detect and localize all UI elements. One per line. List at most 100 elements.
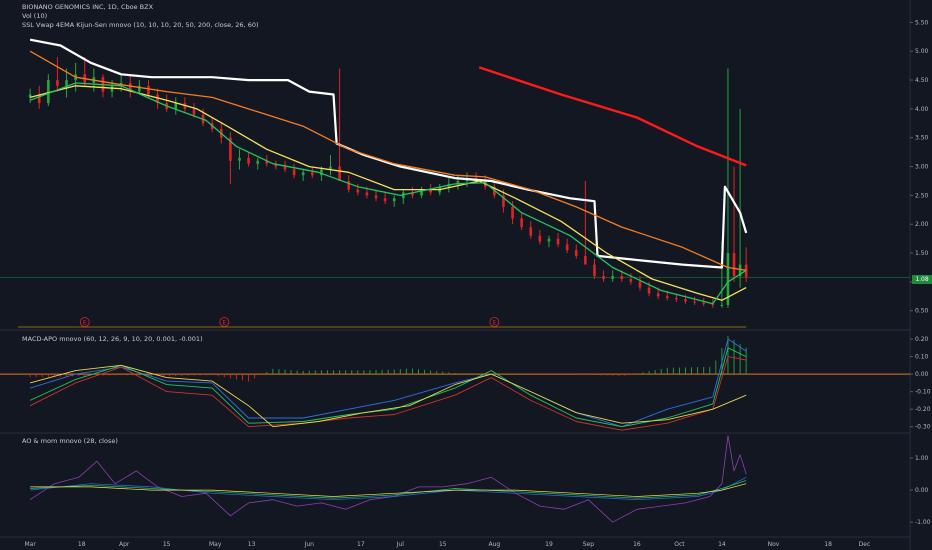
- price-candle: [720, 304, 724, 306]
- price-candle: [529, 227, 533, 236]
- price-axis-tick-label: 5.00: [915, 48, 929, 55]
- price-candle: [732, 253, 736, 277]
- price-axis-tick-label: 3.50: [915, 135, 929, 142]
- price-candle: [256, 160, 259, 164]
- price-candle: [602, 276, 605, 279]
- price-candle: [656, 293, 660, 297]
- macd-axis-tick-label: -0.20: [915, 406, 931, 413]
- macd-axis-tick-label: 0.00: [915, 371, 929, 378]
- earnings-marker: [219, 317, 230, 327]
- price-candle: [684, 299, 687, 302]
- macd-axis-tick-label: 0.10: [915, 354, 929, 361]
- price-axis-tick-label: 2.50: [915, 192, 929, 199]
- x-tick-label: 18: [78, 541, 86, 548]
- last-price-tag: 1.08: [912, 275, 932, 284]
- price-candle: [28, 94, 32, 98]
- price-candle: [156, 94, 159, 104]
- price-candle: [702, 302, 705, 304]
- price-candle: [611, 276, 614, 279]
- price-candle: [47, 80, 50, 104]
- grid-layer: [0, 0, 911, 550]
- price-candle: [56, 80, 59, 86]
- price-candle: [547, 238, 551, 242]
- ao-series-ao1: [30, 476, 747, 501]
- ao-title: AO & mom mnovo (28, close): [22, 437, 118, 445]
- ao-series-ao3: [30, 483, 747, 497]
- x-tick-label: Oct: [674, 541, 685, 548]
- price-candle: [456, 180, 460, 184]
- price-candle: [565, 244, 569, 251]
- price-candle: [675, 298, 678, 300]
- earnings-marker-label: E: [83, 320, 87, 327]
- price-candle: [138, 85, 141, 92]
- price-candle: [392, 198, 396, 202]
- price-candle: [620, 276, 624, 279]
- price-candle: [338, 166, 341, 181]
- price-candle: [738, 264, 742, 277]
- x-tick-label: 13: [248, 541, 256, 548]
- price-candle: [174, 103, 178, 109]
- price-candle: [520, 218, 523, 228]
- price-candle: [265, 160, 269, 164]
- price-candle: [320, 169, 323, 176]
- x-tick-label: 15: [163, 541, 171, 548]
- price-axis-tick-label: 3.00: [915, 164, 929, 171]
- ao-axis-tick-label: -1.00: [915, 519, 931, 526]
- price-candle: [584, 255, 587, 265]
- ao-pane[interactable]: [29, 435, 747, 523]
- price-candle: [229, 137, 232, 161]
- x-tick-label: 14: [718, 541, 726, 548]
- price-candle: [629, 278, 633, 282]
- price-candle: [192, 108, 196, 115]
- price-candle: [292, 169, 296, 176]
- price-candle: [638, 281, 642, 288]
- price-candle: [693, 301, 696, 303]
- price-candle: [347, 180, 351, 190]
- price-candle: [556, 238, 560, 245]
- macd-series-red: [29, 356, 747, 431]
- price-candle: [429, 189, 432, 193]
- x-tick-label: 15: [439, 541, 447, 548]
- earnings-marker-label: E: [222, 320, 226, 327]
- macd-pane[interactable]: [0, 335, 910, 431]
- x-tick-label: Sep: [583, 541, 595, 548]
- x-tick-label: 17: [357, 541, 365, 548]
- price-series-ema20: [29, 85, 747, 301]
- earnings-marker-label: E: [492, 320, 496, 327]
- price-candle: [274, 163, 278, 167]
- price-candle: [247, 157, 250, 164]
- price-candle: [420, 189, 423, 196]
- x-tick-label: 19: [545, 541, 553, 548]
- price-candle: [238, 157, 241, 161]
- x-tick-label: Dec: [859, 541, 871, 548]
- price-candle: [511, 206, 514, 219]
- overlay-label: SSL Vwap 4EMA Kijun-Sen mnovo (10, 10, 1…: [22, 21, 259, 29]
- volume-label: Vol (10): [22, 12, 48, 20]
- macd-series-signal: [29, 364, 747, 428]
- x-tick-label: Jun: [304, 541, 315, 548]
- price-axis-tick-label: 1.50: [915, 250, 929, 257]
- x-tick-label: 18: [824, 541, 832, 548]
- x-tick-label: Apr: [119, 541, 130, 548]
- x-tick-label: 16: [633, 541, 641, 548]
- price-candle: [128, 82, 132, 92]
- price-series-ema50: [29, 50, 747, 271]
- price-candle: [647, 287, 651, 294]
- price-axis-tick-label: 5.50: [915, 19, 929, 26]
- macd-axis-tick-label: -0.10: [915, 389, 931, 396]
- price-candle: [574, 250, 578, 256]
- price-candle: [37, 94, 41, 104]
- price-candle: [665, 296, 669, 299]
- x-tick-label: Aug: [488, 541, 500, 548]
- price-axis-tick-label: 0.50: [915, 308, 929, 315]
- price-candle: [411, 192, 414, 196]
- x-tick-label: Jul: [396, 541, 405, 548]
- macd-title: MACD-APO mnovo (60, 12, 26, 9, 10, 20, 0…: [22, 335, 203, 343]
- ao-axis-tick-label: 1.00: [915, 455, 929, 462]
- macd-axis-tick-label: -0.30: [915, 424, 931, 431]
- x-tick-label: Nov: [768, 541, 780, 548]
- price-series-ssl: [29, 38, 748, 269]
